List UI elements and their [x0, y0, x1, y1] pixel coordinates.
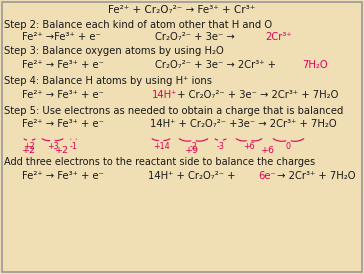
Text: Fe²⁺ → Fe³⁺ + e⁻: Fe²⁺ → Fe³⁺ + e⁻: [22, 60, 104, 70]
Text: 2Cr³⁺: 2Cr³⁺: [265, 32, 292, 42]
Text: +2: +2: [24, 142, 35, 151]
Text: +2: +2: [22, 146, 36, 155]
Text: +6: +6: [243, 142, 255, 151]
Text: 0: 0: [286, 142, 291, 151]
Text: Fe²⁺ → Fe³⁺ + e⁻: Fe²⁺ → Fe³⁺ + e⁻: [22, 171, 104, 181]
Text: + Cr₂O₇²⁻ + 3e⁻ → 2Cr³⁺ + 7H₂O: + Cr₂O₇²⁻ + 3e⁻ → 2Cr³⁺ + 7H₂O: [174, 90, 339, 100]
Text: +14: +14: [153, 142, 169, 151]
Text: 14H⁺ + Cr₂O₇²⁻ +3e⁻ → 2Cr³⁺ + 7H₂O: 14H⁺ + Cr₂O₇²⁻ +3e⁻ → 2Cr³⁺ + 7H₂O: [150, 119, 337, 129]
Text: 14H⁺ + Cr₂O₇²⁻ +: 14H⁺ + Cr₂O₇²⁻ +: [148, 171, 239, 181]
Text: → 2Cr³⁺ + 7H₂O: → 2Cr³⁺ + 7H₂O: [274, 171, 356, 181]
Text: -2: -2: [190, 142, 198, 151]
Text: Fe²⁺ + Cr₂O₇²⁻ → Fe³⁺ + Cr³⁺: Fe²⁺ + Cr₂O₇²⁻ → Fe³⁺ + Cr³⁺: [108, 5, 256, 15]
Text: 7H₂O: 7H₂O: [302, 60, 328, 70]
Text: Fe²⁺ → Fe³⁺ + e⁻: Fe²⁺ → Fe³⁺ + e⁻: [22, 119, 104, 129]
Text: +2: +2: [55, 146, 69, 155]
Text: Step 2: Balance each kind of atom other that H and O: Step 2: Balance each kind of atom other …: [4, 20, 272, 30]
Text: Cr₂O₇²⁻ + 3e⁻ → 2Cr³⁺ +: Cr₂O₇²⁻ + 3e⁻ → 2Cr³⁺ +: [155, 60, 279, 70]
Text: Cr₂O₇²⁻ + 3e⁻ →: Cr₂O₇²⁻ + 3e⁻ →: [155, 32, 238, 42]
Text: +3: +3: [47, 142, 58, 151]
Text: +6: +6: [261, 146, 275, 155]
Text: -3: -3: [217, 142, 225, 151]
Text: Fe²⁺ →Fe³⁺ + e⁻: Fe²⁺ →Fe³⁺ + e⁻: [22, 32, 101, 42]
Text: -1: -1: [70, 142, 78, 151]
Text: 14H⁺: 14H⁺: [152, 90, 177, 100]
Text: Step 3: Balance oxygen atoms by using H₂O: Step 3: Balance oxygen atoms by using H₂…: [4, 46, 224, 56]
Text: Add three electrons to the reactant side to balance the charges: Add three electrons to the reactant side…: [4, 157, 315, 167]
Text: 6e⁻: 6e⁻: [258, 171, 276, 181]
Text: +9: +9: [185, 146, 199, 155]
Text: Step 4: Balance H atoms by using H⁺ ions: Step 4: Balance H atoms by using H⁺ ions: [4, 76, 212, 86]
Text: Step 5: Use electrons as needed to obtain a charge that is balanced: Step 5: Use electrons as needed to obtai…: [4, 106, 343, 116]
Text: Fe²⁺ → Fe³⁺ + e⁻: Fe²⁺ → Fe³⁺ + e⁻: [22, 90, 104, 100]
